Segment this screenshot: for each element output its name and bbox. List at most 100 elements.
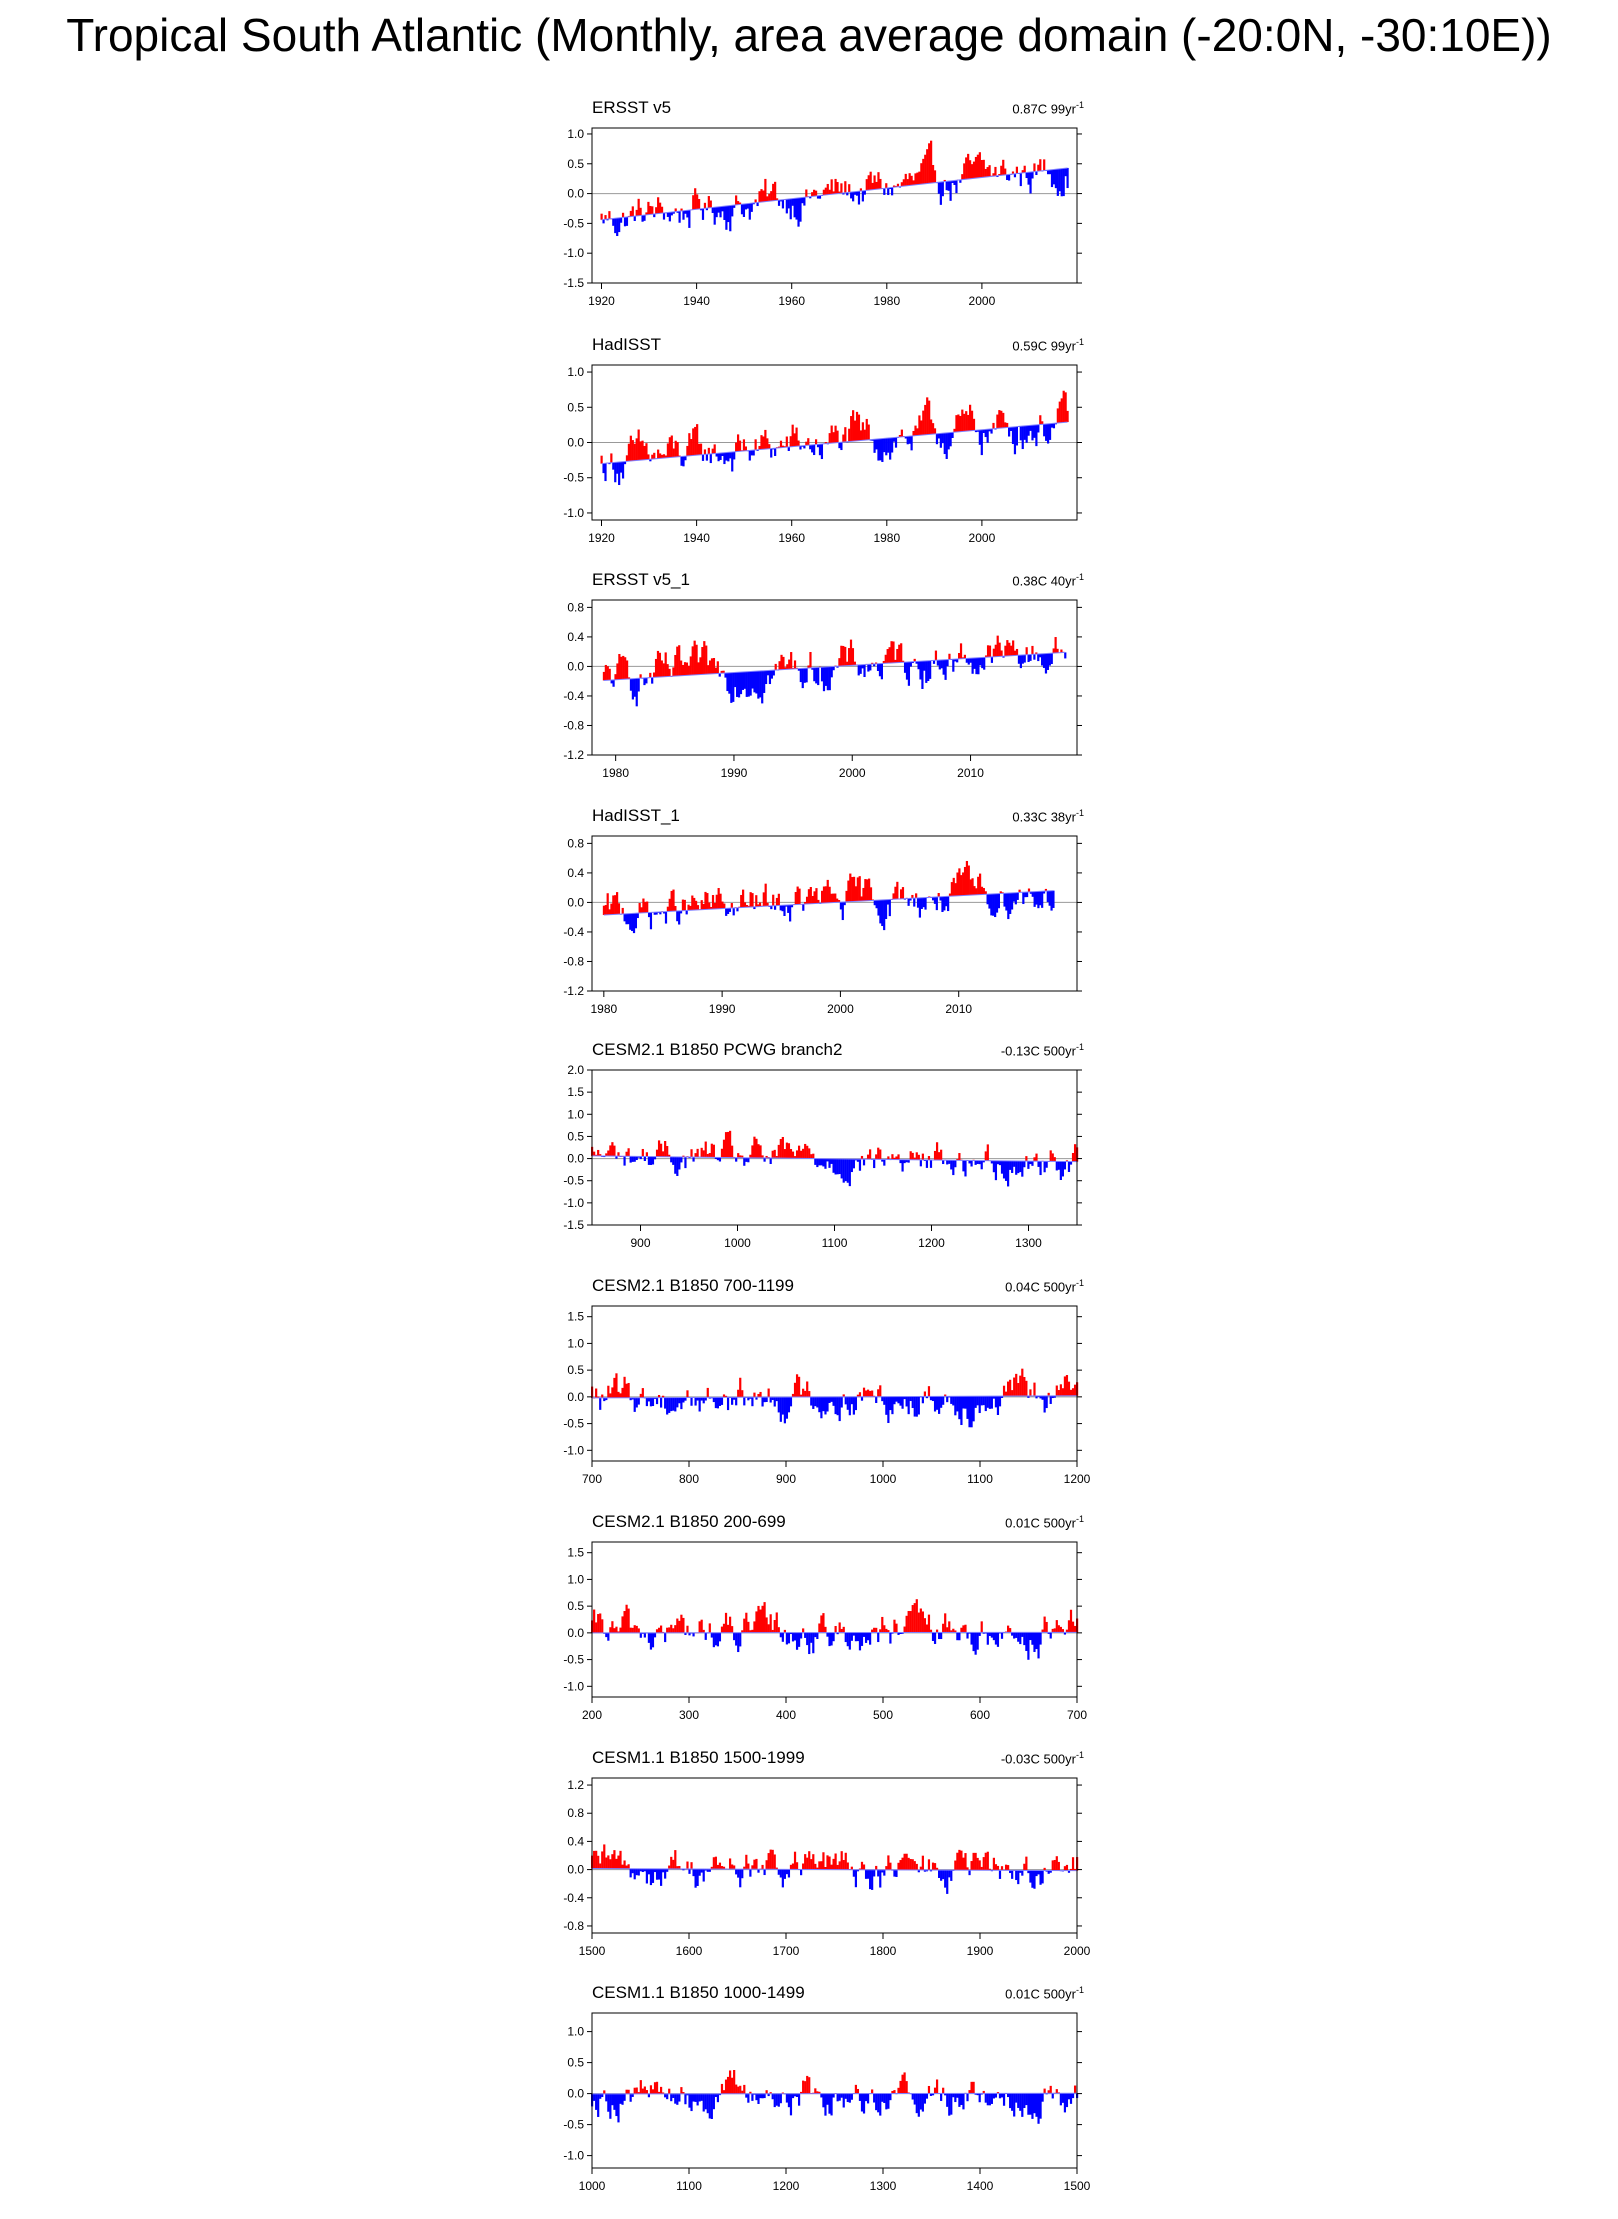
anomaly-bar bbox=[609, 1145, 612, 1157]
anomaly-bar bbox=[813, 189, 816, 197]
anomaly-bar bbox=[692, 195, 695, 210]
anomaly-bar bbox=[595, 2093, 598, 2110]
anomaly-bar bbox=[873, 2093, 876, 2103]
anomaly-bar bbox=[647, 912, 651, 918]
anomaly-bar bbox=[690, 2093, 693, 2112]
anomaly-bar bbox=[982, 1632, 985, 1634]
anomaly-bar bbox=[1057, 1625, 1060, 1633]
anomaly-bar bbox=[893, 1619, 896, 1633]
anomaly-bar bbox=[1002, 159, 1005, 176]
anomaly-bar bbox=[621, 212, 625, 218]
anomaly-bar bbox=[940, 2093, 943, 2101]
anomaly-bar bbox=[946, 659, 949, 667]
anomaly-bar bbox=[643, 1632, 646, 1638]
y-tick-label: -0.8 bbox=[563, 718, 584, 732]
anomaly-bar bbox=[787, 1632, 791, 1644]
anomaly-bar bbox=[647, 1868, 651, 1875]
anomaly-bar bbox=[948, 893, 952, 897]
anomaly-bar bbox=[662, 1868, 665, 1873]
anomaly-bar bbox=[783, 1629, 786, 1633]
anomaly-bar bbox=[1035, 891, 1038, 905]
anomaly-bar bbox=[767, 2093, 770, 2097]
anomaly-bar bbox=[619, 1393, 622, 1398]
anomaly-bar bbox=[907, 661, 911, 686]
anomaly-bar bbox=[710, 1143, 713, 1158]
anomaly-bar bbox=[595, 1850, 598, 1869]
anomaly-bar bbox=[760, 189, 763, 203]
anomaly-bar bbox=[787, 1397, 791, 1413]
anomaly-bar bbox=[923, 2093, 927, 2104]
anomaly-bar bbox=[959, 643, 963, 659]
anomaly-bar bbox=[802, 1388, 805, 1398]
anomaly-bar bbox=[984, 1632, 987, 1634]
anomaly-bar bbox=[611, 1142, 614, 1157]
anomaly-bar bbox=[898, 644, 901, 663]
anomaly-bar bbox=[956, 872, 959, 896]
anomaly-bar bbox=[830, 179, 833, 195]
anomaly-bar bbox=[724, 2079, 728, 2094]
anomaly-bar bbox=[620, 217, 623, 223]
anomaly-bar bbox=[725, 452, 728, 461]
anomaly-bar bbox=[967, 658, 970, 665]
anomaly-bar bbox=[972, 1632, 975, 1652]
trend-line bbox=[591, 1155, 1078, 1163]
anomaly-bar bbox=[917, 661, 920, 670]
anomaly-bar bbox=[1007, 427, 1011, 437]
anomaly-bar bbox=[762, 436, 765, 450]
anomaly-bar bbox=[729, 205, 732, 232]
anomaly-bar bbox=[1073, 1625, 1077, 1633]
anomaly-bar bbox=[779, 440, 783, 448]
anomaly-bar bbox=[816, 444, 820, 448]
anomaly-bar bbox=[962, 1857, 965, 1871]
anomaly-bar bbox=[1045, 1161, 1048, 1168]
anomaly-bar bbox=[641, 1632, 644, 1634]
anomaly-bar bbox=[787, 2093, 791, 2108]
anomaly-bar bbox=[851, 877, 854, 902]
anomaly-bar bbox=[919, 661, 922, 680]
anomaly-bar bbox=[1000, 1632, 1004, 1639]
anomaly-bar bbox=[664, 1397, 667, 1409]
anomaly-bar bbox=[887, 1396, 890, 1424]
x-tick-label: 1300 bbox=[870, 2179, 897, 2193]
anomaly-bar bbox=[666, 906, 669, 912]
anomaly-bar bbox=[950, 1160, 953, 1170]
anomaly-bar bbox=[755, 671, 758, 694]
anomaly-bar bbox=[722, 1866, 726, 1870]
anomaly-bar bbox=[1059, 1384, 1062, 1396]
anomaly-bar bbox=[893, 1396, 896, 1405]
x-tick-label: 1100 bbox=[676, 2179, 702, 2193]
anomaly-bar bbox=[1039, 415, 1042, 425]
x-tick-label: 1900 bbox=[967, 1944, 994, 1958]
anomaly-bar bbox=[629, 678, 633, 691]
anomaly-bar bbox=[929, 660, 932, 679]
anomaly-bar bbox=[664, 2093, 667, 2098]
anomaly-bar bbox=[938, 1632, 941, 1640]
anomaly-bar bbox=[992, 893, 995, 916]
anomaly-bar bbox=[636, 913, 639, 919]
anomaly-bar bbox=[682, 2092, 685, 2094]
anomaly-bar bbox=[947, 432, 950, 450]
anomaly-bar bbox=[781, 1869, 784, 1888]
anomaly-bar bbox=[662, 212, 666, 220]
anomaly-bar bbox=[1013, 426, 1017, 455]
x-tick-label: 2000 bbox=[969, 531, 996, 545]
anomaly-bar bbox=[980, 1160, 983, 1170]
anomaly-bar bbox=[741, 1155, 744, 1158]
anomaly-bar bbox=[854, 1869, 858, 1888]
anomaly-bar bbox=[881, 1159, 884, 1162]
anomaly-bar bbox=[1007, 1865, 1010, 1871]
anomaly-bar bbox=[757, 671, 760, 699]
anomaly-bar bbox=[693, 897, 696, 911]
anomaly-bar bbox=[627, 913, 630, 925]
anomaly-bar bbox=[615, 1626, 618, 1633]
anomaly-bar bbox=[735, 442, 738, 452]
anomaly-bar bbox=[920, 163, 923, 185]
y-tick-label: 0.4 bbox=[567, 1834, 584, 1848]
anomaly-bar bbox=[800, 1869, 803, 1876]
anomaly-bar bbox=[1053, 1157, 1056, 1162]
anomaly-bar bbox=[702, 1629, 705, 1633]
anomaly-bar bbox=[687, 665, 690, 676]
anomaly-bar bbox=[943, 433, 946, 455]
anomaly-bar bbox=[984, 2093, 987, 2103]
anomaly-bar bbox=[724, 1612, 728, 1633]
